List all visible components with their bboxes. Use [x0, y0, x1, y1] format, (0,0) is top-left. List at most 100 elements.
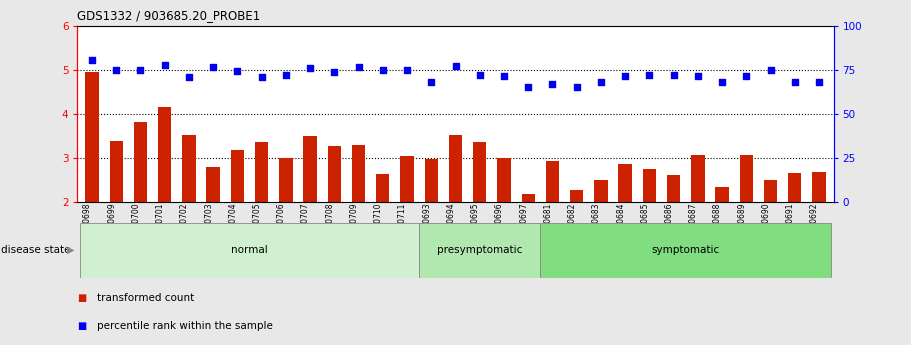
Bar [594, 180, 608, 202]
Text: GSM30696: GSM30696 [495, 203, 504, 245]
Bar [691, 155, 704, 202]
Text: GSM30702: GSM30702 [179, 203, 189, 244]
Text: GSM30705: GSM30705 [252, 203, 261, 245]
Text: GSM30706: GSM30706 [277, 203, 286, 245]
Point [158, 62, 172, 67]
Bar [182, 135, 196, 202]
Text: percentile rank within the sample: percentile rank within the sample [97, 321, 273, 331]
Text: GSM30688: GSM30688 [713, 203, 722, 244]
Text: GSM30692: GSM30692 [810, 203, 819, 244]
Text: presymptomatic: presymptomatic [437, 245, 522, 255]
Text: GSM30681: GSM30681 [544, 203, 552, 244]
Point [85, 57, 99, 63]
Bar [425, 159, 438, 202]
Text: GSM30709: GSM30709 [350, 203, 359, 245]
Bar [158, 107, 171, 202]
Text: GSM30682: GSM30682 [568, 203, 577, 244]
Text: GSM30695: GSM30695 [471, 203, 480, 245]
Bar [328, 146, 341, 202]
Bar [813, 172, 825, 202]
Text: GSM30701: GSM30701 [156, 203, 165, 244]
Bar [521, 194, 535, 202]
Bar [449, 135, 462, 202]
Bar [619, 165, 632, 202]
Point [327, 69, 342, 75]
Bar [230, 150, 244, 202]
Text: GSM30711: GSM30711 [398, 203, 407, 244]
Bar [540, 223, 831, 278]
Bar [255, 141, 268, 202]
Point [594, 79, 609, 85]
Text: GDS1332 / 903685.20_PROBE1: GDS1332 / 903685.20_PROBE1 [77, 9, 261, 22]
Text: GSM30691: GSM30691 [786, 203, 794, 244]
Bar [740, 155, 753, 202]
Bar [473, 141, 486, 202]
Point [352, 65, 366, 70]
Text: normal: normal [231, 245, 268, 255]
Point [109, 67, 124, 72]
Bar [279, 158, 292, 202]
Point [618, 74, 632, 79]
Point [642, 72, 657, 78]
Point [279, 72, 293, 78]
Text: GSM30708: GSM30708 [325, 203, 334, 244]
Text: GSM30697: GSM30697 [519, 203, 528, 245]
Point [133, 67, 148, 72]
Point [496, 73, 511, 78]
Point [545, 82, 559, 87]
Point [181, 75, 196, 80]
Text: GSM30687: GSM30687 [689, 203, 698, 244]
Text: GSM30710: GSM30710 [374, 203, 383, 244]
Text: GSM30704: GSM30704 [229, 203, 238, 245]
Point [715, 79, 730, 85]
Point [691, 74, 705, 79]
Bar [400, 156, 414, 202]
Text: GSM30707: GSM30707 [302, 203, 310, 245]
Text: disease state: disease state [1, 245, 70, 255]
Bar [788, 173, 802, 202]
Bar [546, 161, 559, 202]
Text: ▶: ▶ [67, 245, 74, 255]
Point [787, 79, 802, 85]
Point [424, 79, 438, 85]
Bar [715, 187, 729, 202]
Point [473, 72, 487, 78]
Text: ■: ■ [77, 294, 87, 303]
Bar [764, 180, 777, 202]
Bar [643, 169, 656, 202]
Bar [303, 136, 317, 202]
Point [763, 67, 778, 72]
Point [569, 84, 584, 89]
Text: GSM30683: GSM30683 [592, 203, 601, 244]
Text: GSM30684: GSM30684 [616, 203, 625, 244]
Text: GSM30685: GSM30685 [640, 203, 650, 244]
Text: GSM30699: GSM30699 [107, 203, 117, 245]
Bar [134, 122, 147, 202]
Point [448, 63, 463, 69]
Text: GSM30700: GSM30700 [131, 203, 140, 245]
Point [375, 67, 390, 72]
Text: symptomatic: symptomatic [651, 245, 720, 255]
Text: GSM30703: GSM30703 [204, 203, 213, 245]
Point [739, 74, 753, 79]
Bar [570, 190, 583, 202]
Bar [80, 223, 419, 278]
Point [812, 79, 826, 85]
Text: GSM30689: GSM30689 [737, 203, 746, 244]
Bar [419, 223, 540, 278]
Point [230, 68, 245, 74]
Bar [376, 174, 390, 202]
Text: ■: ■ [77, 321, 87, 331]
Bar [109, 141, 123, 202]
Text: GSM30690: GSM30690 [762, 203, 771, 245]
Text: GSM30694: GSM30694 [446, 203, 456, 245]
Point [666, 72, 681, 78]
Bar [86, 72, 98, 202]
Point [206, 64, 220, 70]
Bar [667, 175, 681, 202]
Text: GSM30698: GSM30698 [83, 203, 92, 244]
Point [302, 65, 317, 71]
Point [400, 67, 415, 72]
Bar [352, 145, 365, 202]
Point [521, 84, 536, 89]
